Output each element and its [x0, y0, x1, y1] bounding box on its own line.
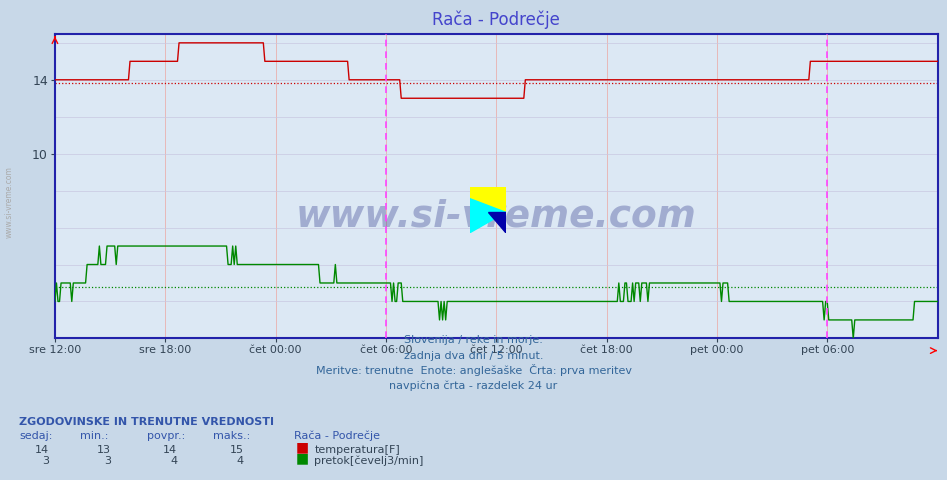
Text: www.si-vreme.com: www.si-vreme.com: [5, 166, 14, 238]
Text: ■: ■: [295, 440, 309, 454]
Text: temperatura[F]: temperatura[F]: [314, 444, 401, 455]
Title: Rača - Podrečje: Rača - Podrečje: [432, 11, 561, 29]
Text: min.:: min.:: [80, 431, 109, 441]
Text: ■: ■: [295, 452, 309, 466]
Text: pretok[čevelj3/min]: pretok[čevelj3/min]: [314, 456, 423, 466]
Text: 14: 14: [163, 444, 177, 455]
Polygon shape: [470, 187, 506, 212]
Text: Slovenija / reke in morje.: Slovenija / reke in morje.: [404, 335, 543, 345]
Text: 15: 15: [229, 444, 243, 455]
Text: ZGODOVINSKE IN TRENUTNE VREDNOSTI: ZGODOVINSKE IN TRENUTNE VREDNOSTI: [19, 417, 274, 427]
Text: 13: 13: [97, 444, 111, 455]
Text: povpr.:: povpr.:: [147, 431, 185, 441]
Text: maks.:: maks.:: [213, 431, 250, 441]
Text: navpična črta - razdelek 24 ur: navpična črta - razdelek 24 ur: [389, 381, 558, 391]
Text: 3: 3: [104, 456, 111, 466]
Text: Meritve: trenutne  Enote: anglešaške  Črta: prva meritev: Meritve: trenutne Enote: anglešaške Črta…: [315, 364, 632, 376]
Text: 14: 14: [35, 444, 49, 455]
Text: sedaj:: sedaj:: [19, 431, 52, 441]
Text: Rača - Podrečje: Rača - Podrečje: [294, 431, 380, 441]
Text: 4: 4: [170, 456, 177, 466]
Text: 4: 4: [236, 456, 243, 466]
Text: zadnja dva dni / 5 minut.: zadnja dva dni / 5 minut.: [403, 350, 544, 360]
Text: 3: 3: [43, 456, 49, 466]
Polygon shape: [488, 212, 506, 233]
Text: www.si-vreme.com: www.si-vreme.com: [295, 199, 697, 235]
Polygon shape: [470, 199, 506, 233]
